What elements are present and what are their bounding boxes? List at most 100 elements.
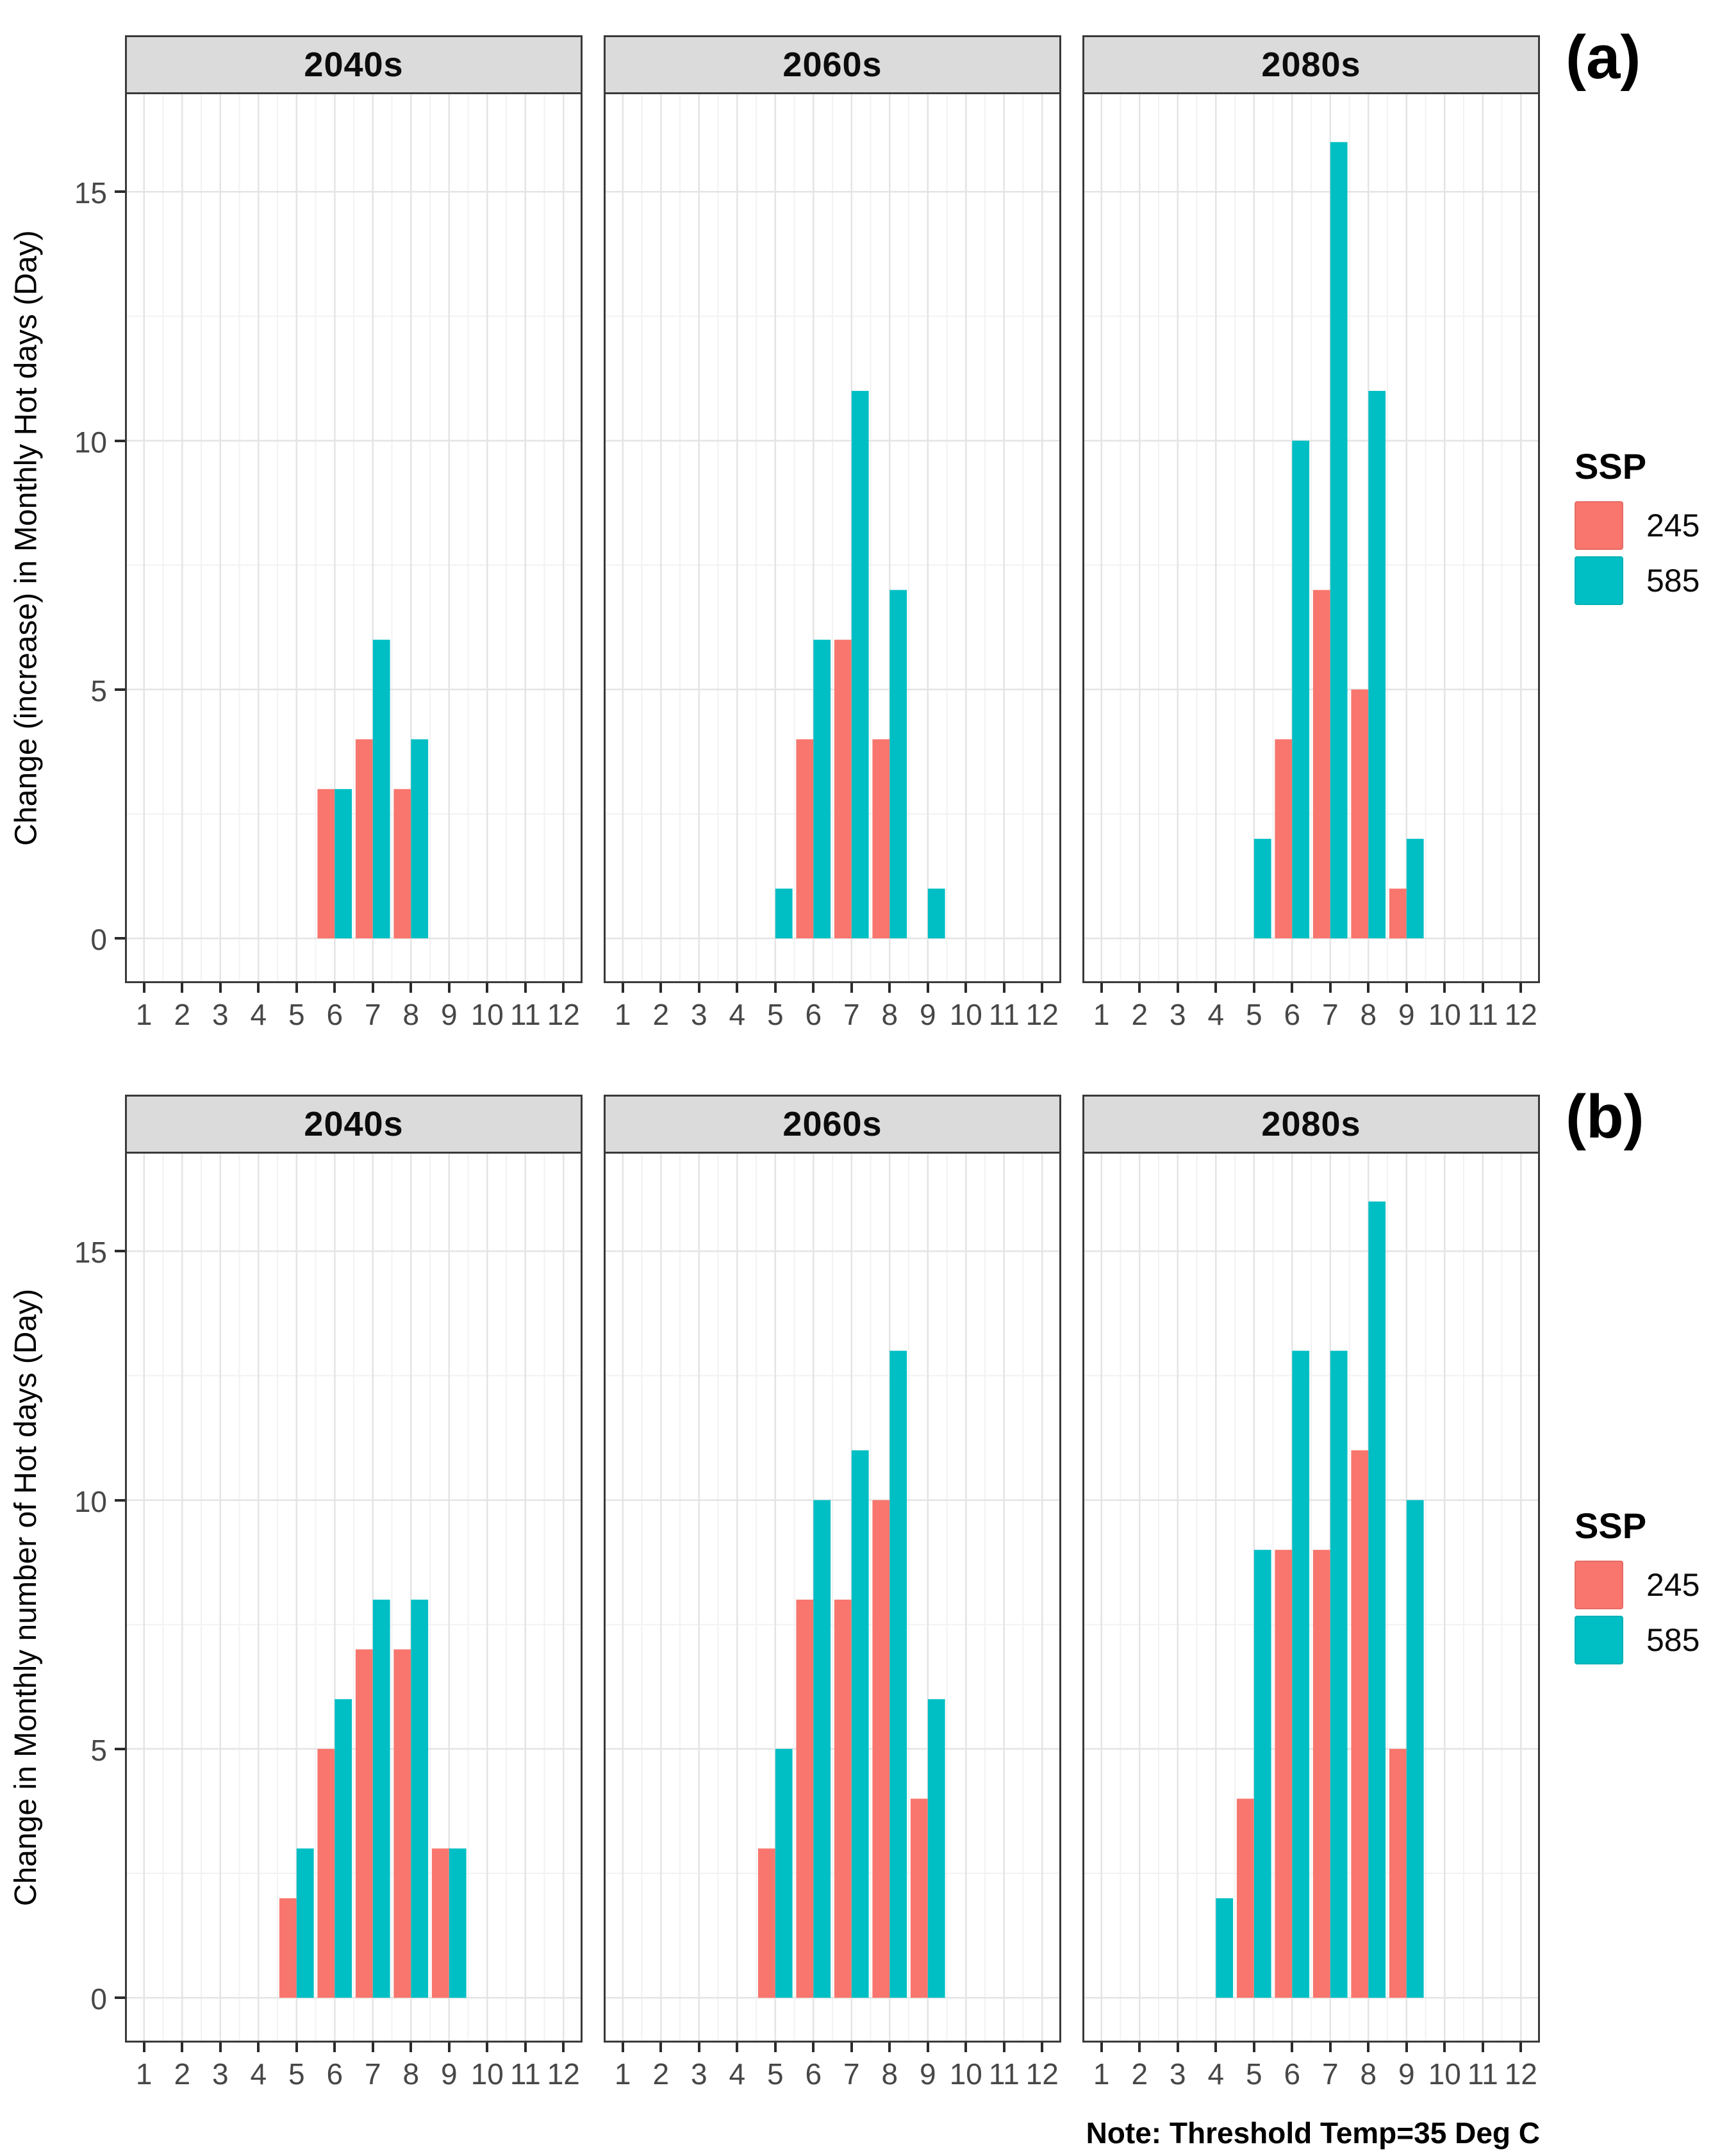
facet-panel-2060s	[604, 92, 1061, 983]
x-tick-mark	[333, 2043, 336, 2052]
facet-strip-2060s: 2060s	[604, 35, 1061, 94]
x-tick-label: 4	[1207, 998, 1225, 1031]
gridlines-minor	[125, 1152, 583, 2043]
x-tick-label: 8	[881, 2057, 898, 2091]
x-tick-label: 3	[212, 998, 229, 1031]
bar-ssp245-month-8	[1351, 1450, 1369, 1998]
x-tick-label: 4	[729, 998, 746, 1031]
x-tick-label: 11	[509, 998, 541, 1031]
x-tick-mark	[1291, 2043, 1294, 2052]
x-tick-mark	[486, 983, 489, 993]
x-tick-label: 4	[729, 2057, 746, 2091]
facet-strip-2060s: 2060s	[604, 1095, 1061, 1154]
x-tick-mark	[1328, 2043, 1332, 2052]
bar-ssp245-month-8	[393, 789, 411, 939]
bar-ssp245-month-7	[1312, 590, 1330, 939]
x-tick-mark	[1002, 2043, 1005, 2052]
x-tick-label: 12	[1504, 998, 1537, 1031]
x-tick-label: 11	[988, 2057, 1020, 2091]
x-tick-mark	[142, 2043, 145, 2052]
x-tick-label: 1	[614, 998, 631, 1031]
bar-ssp245-month-6	[317, 789, 335, 939]
gridlines-minor	[125, 92, 583, 983]
facet-strip-2080s: 2080s	[1082, 35, 1540, 94]
facet-panel-2060s	[604, 1152, 1061, 2043]
x-tick-mark	[295, 983, 298, 993]
bar-ssp585-month-7	[851, 1450, 869, 1998]
x-tick-mark	[850, 983, 853, 993]
x-tick-mark	[736, 983, 739, 993]
legend-swatch-ssp585	[1575, 1616, 1623, 1664]
x-tick-mark	[736, 2043, 739, 2052]
x-tick-label: 9	[1398, 2057, 1415, 2091]
x-tick-label: 7	[843, 998, 860, 1031]
y-axis-title-a: Change (increase) in Monthly Hot days (D…	[9, 229, 44, 846]
x-tick-label: 10	[949, 998, 982, 1031]
x-tick-label: 7	[843, 2057, 860, 2091]
facet-panel-2040s	[125, 1152, 583, 2043]
x-tick-mark	[926, 2043, 929, 2052]
x-tick-label: 9	[920, 998, 936, 1031]
bar-ssp585-month-8	[411, 1599, 429, 1998]
bars	[775, 390, 945, 939]
legend-a: SSP 245 585	[1575, 445, 1700, 611]
y-tick-mark	[115, 937, 125, 940]
x-tick-label: 6	[1284, 998, 1301, 1031]
x-tick-label: 6	[805, 998, 822, 1031]
bars	[1253, 142, 1424, 939]
x-tick-label: 2	[652, 2057, 670, 2091]
x-tick-mark	[219, 983, 222, 993]
x-tick-mark	[621, 983, 624, 993]
x-tick-label: 7	[1322, 2057, 1339, 2091]
bar-ssp245-month-8	[1351, 689, 1369, 939]
x-tick-label: 7	[1322, 998, 1339, 1031]
bar-ssp585-month-9	[449, 1848, 467, 1998]
legend-label-ssp245: 245	[1646, 1567, 1700, 1603]
y-tick-mark	[115, 1996, 125, 2000]
x-tick-mark	[659, 983, 663, 993]
x-tick-label: 9	[441, 2057, 458, 2091]
x-tick-mark	[774, 983, 777, 993]
x-tick-mark	[142, 983, 145, 993]
bar-ssp245-month-7	[355, 1649, 373, 1998]
bar-ssp245-month-7	[1312, 1550, 1330, 1998]
x-tick-label: 1	[614, 2057, 631, 2091]
bar-ssp585-month-9	[927, 888, 945, 939]
x-tick-mark	[371, 983, 374, 993]
bar-ssp585-month-6	[813, 1500, 831, 1998]
bar-ssp245-month-6	[796, 1599, 814, 1998]
x-tick-label: 7	[365, 998, 381, 1031]
x-tick-label: 6	[326, 998, 343, 1031]
facet-strips-a: 2040s 2060s 2080s	[125, 35, 1540, 94]
x-tick-mark	[1443, 983, 1446, 993]
x-tick-label: 5	[767, 2057, 784, 2091]
x-tick-mark	[447, 983, 451, 993]
x-tick-label: 12	[1025, 2057, 1059, 2091]
y-tick-label: 10	[74, 425, 107, 459]
x-tick-mark	[181, 2043, 184, 2052]
bar-ssp585-month-5	[296, 1848, 314, 1998]
bar-ssp585-month-9	[1406, 1500, 1424, 1998]
x-tick-mark	[257, 2043, 260, 2052]
bar-ssp585-month-6	[335, 789, 352, 939]
facet-title: 2080s	[1261, 1105, 1361, 1143]
x-tick-label: 11	[1467, 2057, 1498, 2091]
x-tick-label: 9	[1398, 998, 1415, 1031]
x-tick-mark	[219, 2043, 222, 2052]
bar-ssp245-month-9	[431, 1848, 449, 1998]
x-tick-mark	[524, 983, 527, 993]
x-tick-label: 8	[881, 998, 898, 1031]
x-tick-mark	[697, 983, 700, 993]
y-tick-label: 5	[90, 674, 107, 708]
x-axis-2040s: 1 2 3 4 5 6 7 8 9 10 11 12	[125, 983, 583, 1038]
bar-ssp245-month-8	[393, 1649, 411, 1998]
bar-ssp245-month-8	[872, 739, 890, 939]
bar-ssp245-month-6	[317, 1748, 335, 1998]
gridlines-minor	[604, 92, 1061, 983]
x-tick-label: 5	[1246, 2057, 1262, 2091]
x-tick-label: 1	[135, 2057, 153, 2091]
bar-ssp585-month-6	[1292, 440, 1310, 939]
y-tick-label: 0	[90, 1982, 107, 2016]
x-tick-label: 12	[547, 998, 580, 1031]
